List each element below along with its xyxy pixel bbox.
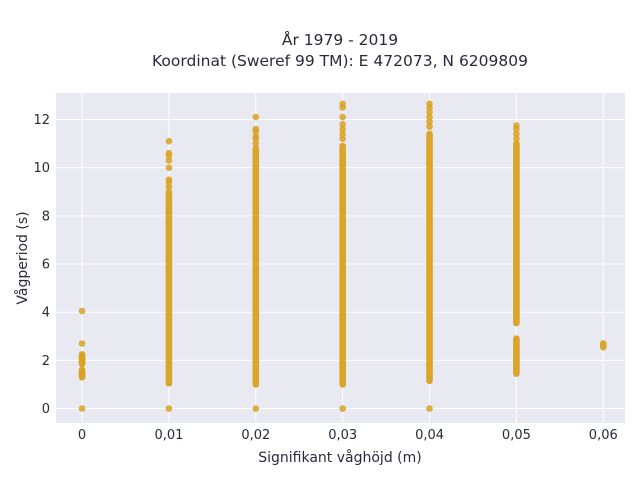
data-point xyxy=(78,405,86,412)
data-point xyxy=(165,164,173,171)
x-tick-label: 0 xyxy=(78,428,86,443)
y-tick-label: 4 xyxy=(42,306,50,321)
data-point xyxy=(165,405,173,412)
data-point xyxy=(252,405,260,412)
dense-point-cluster xyxy=(513,140,520,327)
y-tick-label: 12 xyxy=(33,113,50,128)
dense-point-cluster xyxy=(426,130,433,385)
x-tick-label: 0,06 xyxy=(589,428,618,443)
y-tick-label: 2 xyxy=(42,354,50,369)
x-tick-label: 0,03 xyxy=(328,428,357,443)
y-tick-label: 8 xyxy=(42,209,50,224)
data-point xyxy=(339,135,346,143)
data-point xyxy=(165,157,173,164)
data-point xyxy=(78,359,86,367)
tick-labels: 0 0,01 0,02 0,03 0,04 0,05 0,06 0 2 4 6 8 10 12 xyxy=(33,113,617,443)
data-point xyxy=(252,125,260,133)
data-points xyxy=(78,100,607,412)
chart-title-line1: År 1979 - 2019 xyxy=(282,30,398,49)
data-point xyxy=(426,100,433,108)
data-point xyxy=(426,123,433,131)
data-point xyxy=(513,122,520,129)
data-point xyxy=(426,108,433,116)
data-point xyxy=(513,135,520,143)
dense-point-cluster xyxy=(599,340,607,351)
data-point xyxy=(426,113,433,121)
x-tick-label: 0,05 xyxy=(502,428,531,443)
x-tick-label: 0,02 xyxy=(241,428,270,443)
data-point xyxy=(78,372,86,380)
data-point xyxy=(165,176,173,184)
data-point xyxy=(165,149,173,157)
data-point xyxy=(78,340,86,347)
data-point xyxy=(252,140,260,147)
data-point xyxy=(513,130,520,138)
x-axis-label: Signifikant våghöjd (m) xyxy=(258,449,421,466)
data-point xyxy=(339,121,346,128)
data-point xyxy=(426,405,433,412)
y-tick-label: 6 xyxy=(42,258,50,273)
y-tick-label: 0 xyxy=(42,402,50,417)
data-point xyxy=(426,118,433,126)
data-point xyxy=(339,100,346,108)
y-axis-label: Vågperiod (s) xyxy=(14,211,31,304)
data-point xyxy=(339,130,346,138)
data-point xyxy=(78,307,86,315)
x-tick-label: 0,01 xyxy=(154,428,183,443)
data-point xyxy=(165,137,173,145)
data-point xyxy=(252,113,260,121)
data-point xyxy=(165,183,173,191)
data-point xyxy=(339,113,346,121)
data-point xyxy=(165,188,173,196)
dense-point-cluster xyxy=(339,142,346,388)
data-point xyxy=(339,405,346,412)
chart-title-line2: Koordinat (Sweref 99 TM): E 472073, N 62… xyxy=(152,52,528,70)
data-point xyxy=(339,125,346,133)
data-point xyxy=(252,133,260,140)
dense-point-cluster xyxy=(513,335,520,377)
x-tick-label: 0,04 xyxy=(415,428,444,443)
dense-point-cluster xyxy=(252,145,260,388)
y-tick-label: 10 xyxy=(33,161,50,176)
dense-point-cluster xyxy=(165,190,173,387)
